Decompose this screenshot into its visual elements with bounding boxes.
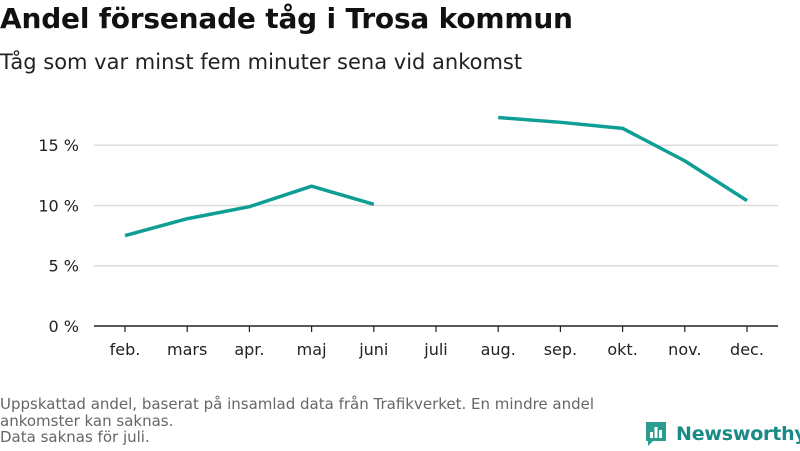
y-tick-label: 5 %	[49, 257, 79, 276]
newsworthy-logo: Newsworthy	[644, 420, 800, 448]
x-tick-label: nov.	[668, 340, 701, 359]
bar-chart-speech-icon	[644, 421, 668, 447]
x-tick-label: feb.	[110, 340, 141, 359]
x-tick-label: mars	[167, 340, 207, 359]
grid-layer	[94, 144, 778, 267]
logo-text: Newsworthy	[676, 423, 800, 445]
y-tick-labels: 0 % 5 % 10 % 15 %	[38, 136, 79, 336]
x-tick-label: sep.	[544, 340, 577, 359]
x-tick-label: juli	[423, 340, 447, 359]
footnote-source: Uppskattad andel, baserat på insamlad da…	[0, 395, 595, 430]
axis-layer	[94, 325, 778, 332]
chart-subtitle: Tåg som var minst fem minuter sena vid a…	[0, 50, 523, 74]
y-tick-label: 0 %	[49, 317, 79, 336]
x-tick-label: dec.	[730, 340, 764, 359]
y-tick-label: 15 %	[38, 136, 79, 155]
series-line-segment	[498, 115, 748, 203]
x-tick-label: apr.	[234, 340, 264, 359]
x-tick-label: maj	[297, 340, 327, 359]
footnote: Uppskattad andel, baserat på insamlad da…	[0, 396, 630, 446]
x-tick-label: aug.	[481, 340, 516, 359]
series-line-segment	[124, 184, 375, 238]
x-tick-label: juni	[358, 340, 388, 359]
series-layer	[124, 115, 748, 238]
footnote-missing-data: Data saknas för juli.	[0, 428, 150, 446]
x-tick-labels: feb. mars apr. maj juni juli aug. sep. okt. nov. d…	[110, 340, 764, 359]
chart-title: Andel försenade tåg i Trosa kommun	[0, 2, 573, 35]
y-tick-label: 10 %	[38, 196, 79, 215]
line-chart: feb. mars apr. maj juni juli aug. sep. okt. nov. d…	[38, 115, 778, 359]
x-tick-label: okt.	[607, 340, 637, 359]
